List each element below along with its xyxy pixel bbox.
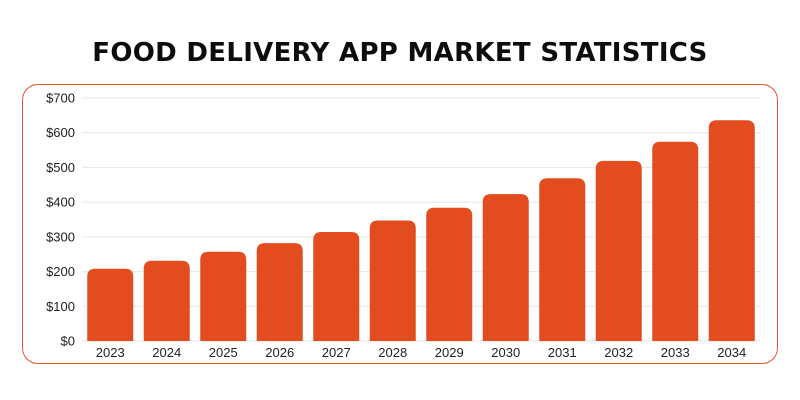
- bar-2027: [313, 231, 360, 341]
- x-tick-label: 2026: [265, 345, 294, 360]
- x-tick-label: 2025: [209, 345, 238, 360]
- bar-2033: [652, 141, 699, 341]
- chart-frame: [22, 84, 778, 364]
- x-tick-label: 2027: [322, 345, 351, 360]
- bar-2028: [369, 220, 416, 341]
- x-tick-label: 2034: [717, 345, 746, 360]
- bar-2032: [595, 160, 642, 341]
- y-tick-label: $400: [46, 195, 75, 210]
- bar-2030: [482, 194, 529, 341]
- y-tick-label: $600: [46, 125, 75, 140]
- bar-2025: [200, 251, 247, 341]
- x-tick-label: 2030: [491, 345, 520, 360]
- bar-2026: [256, 243, 303, 341]
- x-tick-label: 2028: [378, 345, 407, 360]
- x-tick-label: 2032: [604, 345, 633, 360]
- y-tick-label: $700: [46, 91, 75, 106]
- bar-2023: [87, 268, 134, 341]
- bar-2024: [143, 260, 190, 341]
- x-tick-label: 2031: [548, 345, 577, 360]
- bar-2029: [426, 207, 473, 341]
- x-tick-label: 2024: [152, 345, 181, 360]
- y-tick-label: $200: [46, 264, 75, 279]
- x-tick-label: 2023: [96, 345, 125, 360]
- y-tick-label: $500: [46, 160, 75, 175]
- y-tick-label: $0: [61, 334, 75, 349]
- y-tick-label: $300: [46, 229, 75, 244]
- bar-2034: [708, 120, 755, 342]
- bar-2031: [539, 178, 586, 341]
- x-tick-label: 2033: [661, 345, 690, 360]
- y-tick-label: $100: [46, 299, 75, 314]
- x-tick-label: 2029: [435, 345, 464, 360]
- chart-title: FOOD DELIVERY APP MARKET STATISTICS: [92, 38, 708, 68]
